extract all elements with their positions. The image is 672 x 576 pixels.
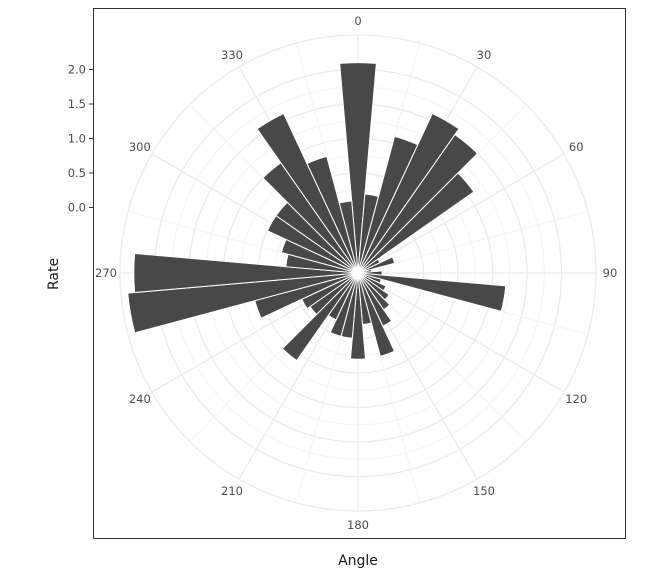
minor-grid-spoke xyxy=(357,211,588,274)
angle-tick-label: 30 xyxy=(477,48,492,62)
bar-340 xyxy=(306,155,359,274)
bar-30 xyxy=(357,112,460,274)
bar-160 xyxy=(357,272,396,357)
bar-50 xyxy=(357,172,475,274)
bar-180 xyxy=(349,272,367,360)
bar-40 xyxy=(357,133,479,274)
angle-tick-label: 90 xyxy=(603,266,618,280)
bar-70 xyxy=(357,256,396,274)
major-grid-spoke xyxy=(357,153,565,274)
angle-tick-labels: 0 30 60 90 120 150 180 210 240 270 300 330 xyxy=(95,14,617,532)
radial-tick-label: 1.0 xyxy=(68,132,86,146)
bar-220 xyxy=(281,272,359,362)
radial-tick-label: 2.0 xyxy=(68,63,86,77)
angle-tick-label: 330 xyxy=(221,48,243,62)
radial-axis: 0.0 0.5 1.0 1.5 2.0 xyxy=(68,63,93,215)
angle-tick-label: 240 xyxy=(129,392,151,406)
bar-350 xyxy=(338,200,359,274)
angle-tick-label: 150 xyxy=(473,484,495,498)
radial-tick-label: 0.5 xyxy=(68,166,86,180)
angle-tick-label: 120 xyxy=(565,392,587,406)
bar-330 xyxy=(256,112,359,274)
bar-0 xyxy=(339,62,377,274)
major-grid-spoke xyxy=(357,272,565,393)
bar-270 xyxy=(133,252,359,294)
x-axis-title: Angle xyxy=(338,553,378,569)
angle-tick-label: 300 xyxy=(129,140,151,154)
y-axis-title: Rate xyxy=(46,258,62,290)
angle-tick-label: 60 xyxy=(569,140,584,154)
angle-tick-label: 0 xyxy=(354,14,361,28)
bar-100 xyxy=(357,272,507,313)
radial-tick-label: 0.0 xyxy=(68,201,86,215)
radial-tick-label: 1.5 xyxy=(68,97,86,111)
bars-layer xyxy=(127,62,507,362)
angle-tick-label: 210 xyxy=(221,484,243,498)
bar-260 xyxy=(127,272,359,334)
angle-tick-label: 180 xyxy=(347,518,369,532)
angle-tick-label: 270 xyxy=(95,266,117,280)
